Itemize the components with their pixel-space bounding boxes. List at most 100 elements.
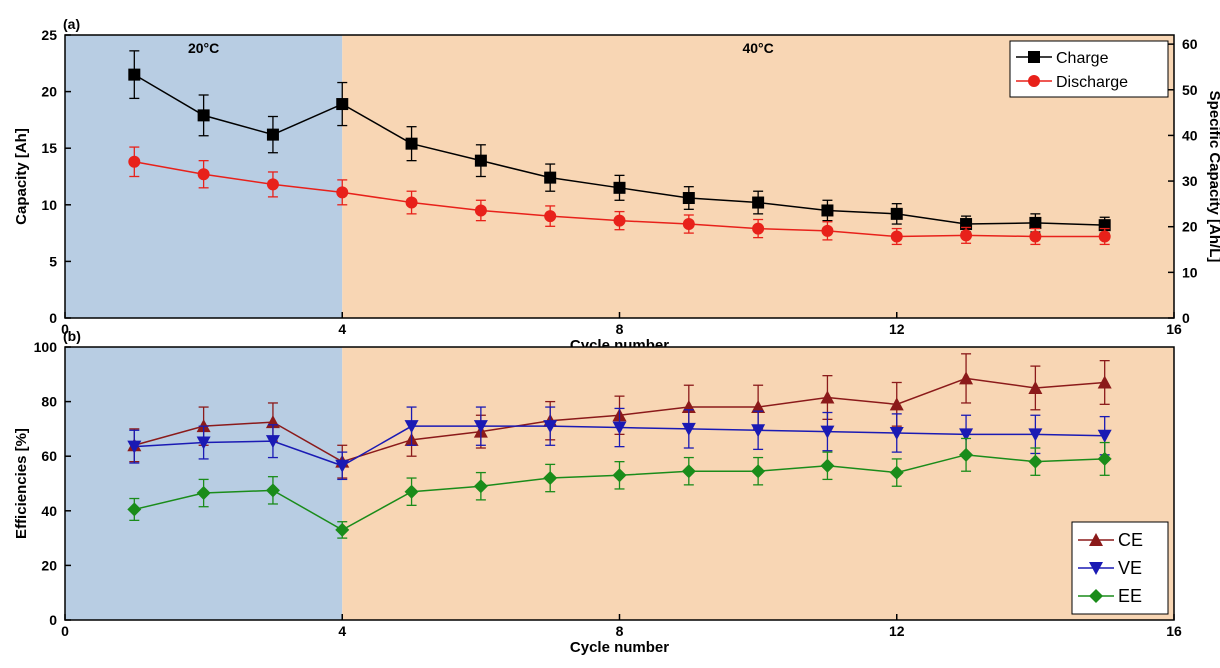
x-tick-label: 16 bbox=[1166, 623, 1182, 639]
marker bbox=[613, 181, 626, 194]
y-tick-label: 25 bbox=[41, 27, 57, 43]
marker bbox=[1089, 589, 1103, 603]
y2-tick-label: 0 bbox=[1182, 310, 1190, 326]
x-tick-label: 0 bbox=[61, 321, 69, 337]
marker bbox=[543, 471, 558, 486]
marker bbox=[889, 426, 904, 440]
marker bbox=[127, 440, 142, 454]
y2-tick-label: 50 bbox=[1182, 82, 1198, 98]
marker bbox=[544, 210, 557, 223]
marker bbox=[197, 168, 210, 181]
y-tick-label: 60 bbox=[41, 448, 57, 464]
marker bbox=[336, 186, 349, 199]
x-tick-label: 16 bbox=[1166, 321, 1182, 337]
marker bbox=[821, 204, 834, 217]
panel-label: (a) bbox=[63, 16, 80, 32]
marker bbox=[682, 218, 695, 231]
x-tick-label: 8 bbox=[616, 623, 624, 639]
x-tick-label: 4 bbox=[338, 623, 346, 639]
x-tick-label: 0 bbox=[61, 623, 69, 639]
region-label: 40°C bbox=[742, 40, 773, 56]
marker bbox=[1089, 533, 1103, 546]
legend-label: CE bbox=[1118, 530, 1143, 550]
marker bbox=[266, 178, 279, 191]
y-tick-label: 15 bbox=[41, 140, 57, 156]
legend-label: Discharge bbox=[1056, 74, 1128, 91]
marker bbox=[1029, 230, 1042, 243]
y2-tick-label: 40 bbox=[1182, 127, 1198, 143]
x-tick-label: 12 bbox=[889, 623, 905, 639]
marker bbox=[682, 192, 695, 205]
marker bbox=[266, 128, 279, 141]
marker bbox=[1028, 380, 1043, 394]
marker bbox=[751, 400, 766, 414]
marker bbox=[1097, 429, 1112, 443]
marker bbox=[1097, 451, 1112, 466]
marker bbox=[1089, 562, 1103, 575]
y-axis-label: Efficiencies [%] bbox=[13, 428, 30, 539]
marker bbox=[1097, 375, 1112, 389]
marker bbox=[820, 458, 835, 473]
marker bbox=[889, 397, 904, 411]
marker bbox=[197, 109, 210, 122]
marker bbox=[1028, 454, 1043, 469]
marker bbox=[820, 425, 835, 439]
marker bbox=[889, 465, 904, 480]
marker bbox=[751, 424, 766, 438]
marker bbox=[474, 154, 487, 167]
marker bbox=[336, 98, 349, 111]
marker bbox=[1028, 428, 1043, 442]
marker bbox=[681, 422, 696, 436]
marker bbox=[960, 229, 973, 242]
marker bbox=[196, 486, 211, 501]
y-tick-label: 10 bbox=[41, 197, 57, 213]
marker bbox=[335, 459, 350, 473]
y-tick-label: 80 bbox=[41, 394, 57, 410]
marker bbox=[196, 436, 211, 450]
marker bbox=[959, 428, 974, 442]
legend-box bbox=[1009, 40, 1169, 98]
marker bbox=[612, 421, 627, 435]
legend-label: Charge bbox=[1056, 50, 1109, 67]
x-axis-label: Cycle number bbox=[570, 639, 669, 656]
legend-label: EE bbox=[1118, 586, 1142, 606]
marker bbox=[751, 464, 766, 479]
marker bbox=[681, 464, 696, 479]
marker bbox=[890, 207, 903, 220]
x-tick-label: 4 bbox=[338, 321, 346, 337]
legend-label: VE bbox=[1118, 558, 1142, 578]
y-tick-label: 40 bbox=[41, 503, 57, 519]
y-axis-label: Capacity [Ah] bbox=[13, 128, 30, 225]
marker bbox=[404, 484, 419, 499]
y2-tick-label: 10 bbox=[1182, 264, 1198, 280]
marker bbox=[544, 171, 557, 184]
y2-tick-label: 20 bbox=[1182, 219, 1198, 235]
y-tick-label: 20 bbox=[41, 557, 57, 573]
y-tick-label: 0 bbox=[49, 310, 57, 326]
marker bbox=[405, 196, 418, 209]
marker bbox=[127, 502, 142, 517]
y2-axis-label: Specific Capacity [Ah/L] bbox=[1206, 91, 1220, 263]
marker bbox=[404, 420, 419, 434]
marker bbox=[959, 447, 974, 462]
marker bbox=[820, 390, 835, 404]
marker bbox=[1098, 230, 1111, 243]
marker bbox=[821, 224, 834, 237]
y-tick-label: 0 bbox=[49, 612, 57, 628]
x-tick-label: 8 bbox=[616, 321, 624, 337]
x-tick-label: 12 bbox=[889, 321, 905, 337]
y-tick-label: 100 bbox=[34, 339, 58, 355]
marker bbox=[335, 522, 350, 537]
marker bbox=[613, 214, 626, 227]
y-tick-label: 5 bbox=[49, 253, 57, 269]
marker bbox=[1029, 216, 1042, 229]
marker bbox=[265, 483, 280, 498]
marker bbox=[752, 222, 765, 235]
marker bbox=[474, 204, 487, 217]
marker bbox=[265, 435, 280, 449]
marker bbox=[405, 137, 418, 150]
region-label: 20°C bbox=[188, 40, 219, 56]
y2-tick-label: 30 bbox=[1182, 173, 1198, 189]
marker bbox=[473, 420, 488, 434]
